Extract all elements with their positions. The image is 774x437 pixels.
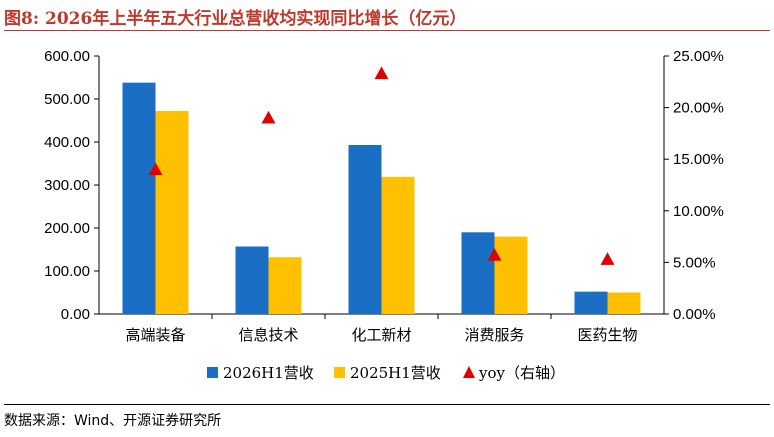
right-tick-label: 0.00%: [673, 306, 716, 323]
category-label: 信息技术: [238, 326, 298, 344]
source-rule: [4, 404, 770, 405]
legend-yoy-swatch: [463, 366, 475, 378]
left-tick-label: 600.00: [44, 48, 90, 65]
figure-title: 图8: 2026年上半年五大行业总营收均实现同比增长（亿元）: [4, 9, 467, 29]
legend-2025h1-label: 2025H1营收: [350, 364, 441, 382]
bar-2025h1: [155, 111, 189, 314]
left-tick-label: 0.00: [61, 306, 90, 323]
bar-2026h1: [574, 291, 608, 314]
category-label: 医药生物: [577, 326, 637, 344]
bar-2026h1: [122, 82, 156, 314]
category-label: 高端装备: [125, 326, 185, 344]
left-tick-label: 500.00: [44, 91, 90, 108]
legend-2026h1-swatch: [207, 367, 218, 378]
bar-2025h1: [494, 236, 528, 314]
right-tick-label: 5.00%: [673, 254, 716, 271]
bar-chart: 0.00 100.00 200.00 300.00 400.00 500.00 600.00…: [44, 48, 724, 382]
yoy-marker: [600, 252, 615, 265]
left-tick-label: 300.00: [44, 177, 90, 194]
bar-2025h1: [381, 176, 415, 314]
left-tick-label: 200.00: [44, 220, 90, 237]
bar-2026h1: [235, 246, 269, 314]
yoy-marker: [374, 66, 389, 80]
yoy-marker: [148, 162, 163, 176]
right-tick-label: 25.00%: [673, 48, 724, 65]
bar-2025h1: [607, 292, 641, 314]
yoy-marker: [487, 248, 502, 261]
legend-2026h1-label: 2026H1营收: [223, 364, 314, 382]
bar-2026h1: [461, 232, 495, 314]
left-tick-label: 400.00: [44, 134, 90, 151]
bar-2025h1: [268, 257, 302, 314]
title-rule: [4, 30, 770, 31]
source-note: 数据来源：Wind、开源证券研究所: [4, 413, 222, 429]
legend-yoy-label: yoy（右轴）: [478, 364, 565, 382]
category-label: 化工新材: [351, 326, 411, 344]
right-tick-label: 10.00%: [673, 203, 724, 220]
yoy-marker: [261, 110, 276, 124]
right-tick-label: 15.00%: [673, 151, 724, 168]
legend-2025h1-swatch: [334, 367, 345, 378]
right-tick-label: 20.00%: [673, 100, 724, 117]
bar-2026h1: [348, 145, 382, 314]
category-label: 消费服务: [464, 326, 524, 344]
left-tick-label: 100.00: [44, 263, 90, 280]
